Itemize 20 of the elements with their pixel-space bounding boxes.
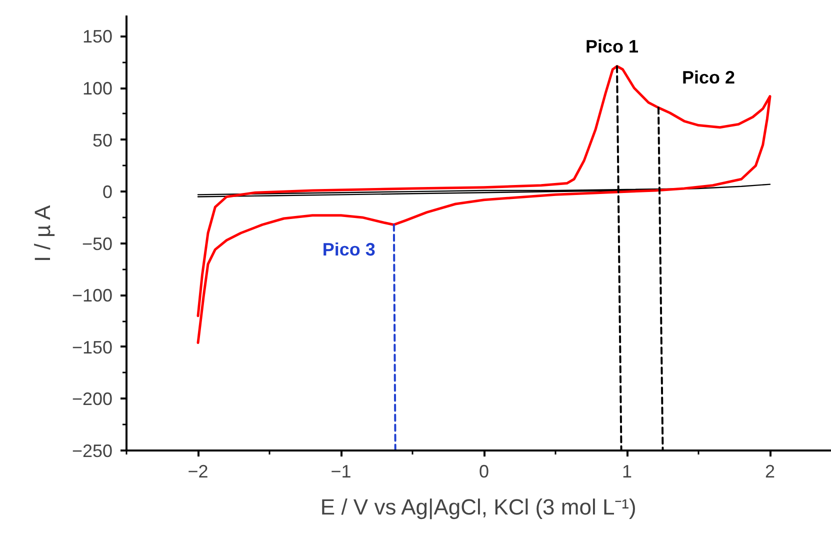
x-tick-label: 2 — [765, 462, 776, 482]
y-tick-label: −200 — [72, 389, 113, 410]
y-axis-title: I / µ A — [30, 204, 55, 262]
annotation: Pico 3 — [322, 240, 376, 260]
x-tick-label: 0 — [479, 462, 490, 482]
y-tick-label: −50 — [82, 234, 113, 254]
y-tick-label: −150 — [72, 337, 113, 358]
x-tick-label: 1 — [622, 462, 632, 482]
y-tick-label: 150 — [82, 26, 113, 47]
y-tick-label: −250 — [72, 441, 113, 461]
y-tick-label: 0 — [102, 182, 113, 202]
annotation: Pico 2 — [682, 68, 735, 88]
y-tick-label: −100 — [72, 286, 113, 306]
annotation: Pico 1 — [585, 36, 639, 56]
line-series — [196, 65, 772, 344]
y-tick-label: 100 — [82, 78, 113, 98]
y-tick-label: 50 — [92, 130, 113, 150]
x-tick-label: −1 — [330, 462, 352, 482]
x-tick-label: −2 — [188, 462, 208, 482]
x-axis-title: E / V vs Ag|AgCl, KCl (3 mol L⁻¹) — [320, 494, 636, 520]
